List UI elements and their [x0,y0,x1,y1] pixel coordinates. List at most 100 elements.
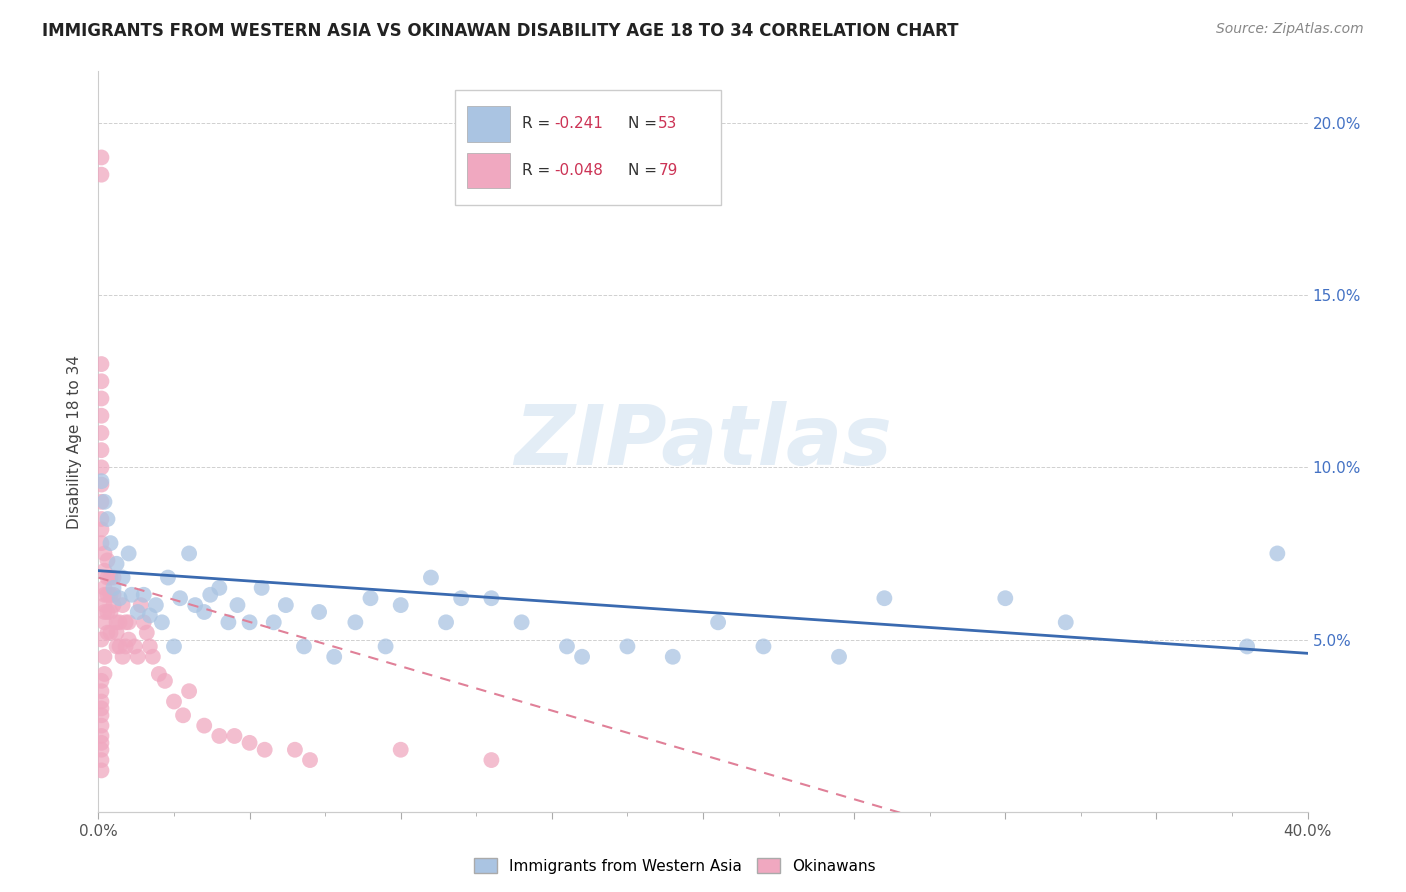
Point [90,495,112,509]
Point [434,615,457,630]
Point [105,615,128,630]
FancyBboxPatch shape [467,106,509,142]
Point [299,753,322,767]
Point [93,588,115,602]
Legend: Immigrants from Western Asia, Okinawans: Immigrants from Western Asia, Okinawans [468,852,882,880]
FancyBboxPatch shape [456,90,721,204]
Point [103,581,125,595]
Point [163,694,186,708]
Point [239,615,262,630]
Point [193,718,215,732]
Point [374,640,396,654]
Point [111,570,134,584]
Point [184,598,207,612]
Point [100,570,122,584]
Point [153,673,176,688]
Point [90,460,112,475]
Point [93,581,115,595]
Point [90,673,112,688]
Point [105,557,128,571]
Point [132,615,155,630]
Point [90,694,112,708]
Point [571,649,593,664]
Point [118,632,141,647]
Point [90,701,112,715]
Point [661,649,683,664]
Point [118,615,141,630]
Point [150,615,173,630]
Text: ZIPatlas: ZIPatlas [515,401,891,482]
Point [90,512,112,526]
Point [828,649,851,664]
Point [145,598,167,612]
Point [873,591,896,606]
Point [90,522,112,536]
Point [142,649,165,664]
Point [323,649,346,664]
Point [111,598,134,612]
Point [90,443,112,458]
Point [481,591,503,606]
Point [93,564,115,578]
Point [90,753,112,767]
Point [420,570,443,584]
Point [111,649,134,664]
Point [90,425,112,440]
Point [135,625,157,640]
Point [93,495,115,509]
Text: -0.048: -0.048 [554,163,603,178]
Point [93,667,115,681]
Point [90,736,112,750]
Point [217,615,239,630]
Point [148,667,170,681]
Point [344,615,367,630]
Point [132,588,155,602]
Point [93,649,115,664]
Point [100,625,122,640]
Point [100,536,122,550]
Point [93,615,115,630]
Point [226,598,249,612]
Point [179,546,201,560]
Text: 79: 79 [658,163,678,178]
Point [90,718,112,732]
Point [96,512,118,526]
Point [96,570,118,584]
Point [208,581,231,595]
Text: N =: N = [628,117,657,131]
Text: IMMIGRANTS FROM WESTERN ASIA VS OKINAWAN DISABILITY AGE 18 TO 34 CORRELATION CHA: IMMIGRANTS FROM WESTERN ASIA VS OKINAWAN… [42,22,959,40]
Point [284,743,307,757]
Point [90,536,112,550]
Point [1236,640,1258,654]
Point [90,374,112,388]
Point [263,615,285,630]
Point [1054,615,1077,630]
Point [239,736,262,750]
Point [90,168,112,182]
Point [103,570,125,584]
Point [555,640,578,654]
Point [105,640,128,654]
Point [108,591,131,606]
Point [172,708,194,723]
Point [90,729,112,743]
Point [90,764,112,778]
Text: N =: N = [628,163,657,178]
Point [90,151,112,165]
Point [450,591,472,606]
Point [90,632,112,647]
Point [96,553,118,567]
Point [90,474,112,488]
Point [360,591,382,606]
Text: Source: ZipAtlas.com: Source: ZipAtlas.com [1216,22,1364,37]
Point [752,640,775,654]
Point [163,640,186,654]
Point [389,743,412,757]
Point [93,598,115,612]
Point [250,581,273,595]
Point [179,684,201,698]
Point [103,598,125,612]
Point [1267,546,1289,560]
Point [208,729,231,743]
Point [481,753,503,767]
